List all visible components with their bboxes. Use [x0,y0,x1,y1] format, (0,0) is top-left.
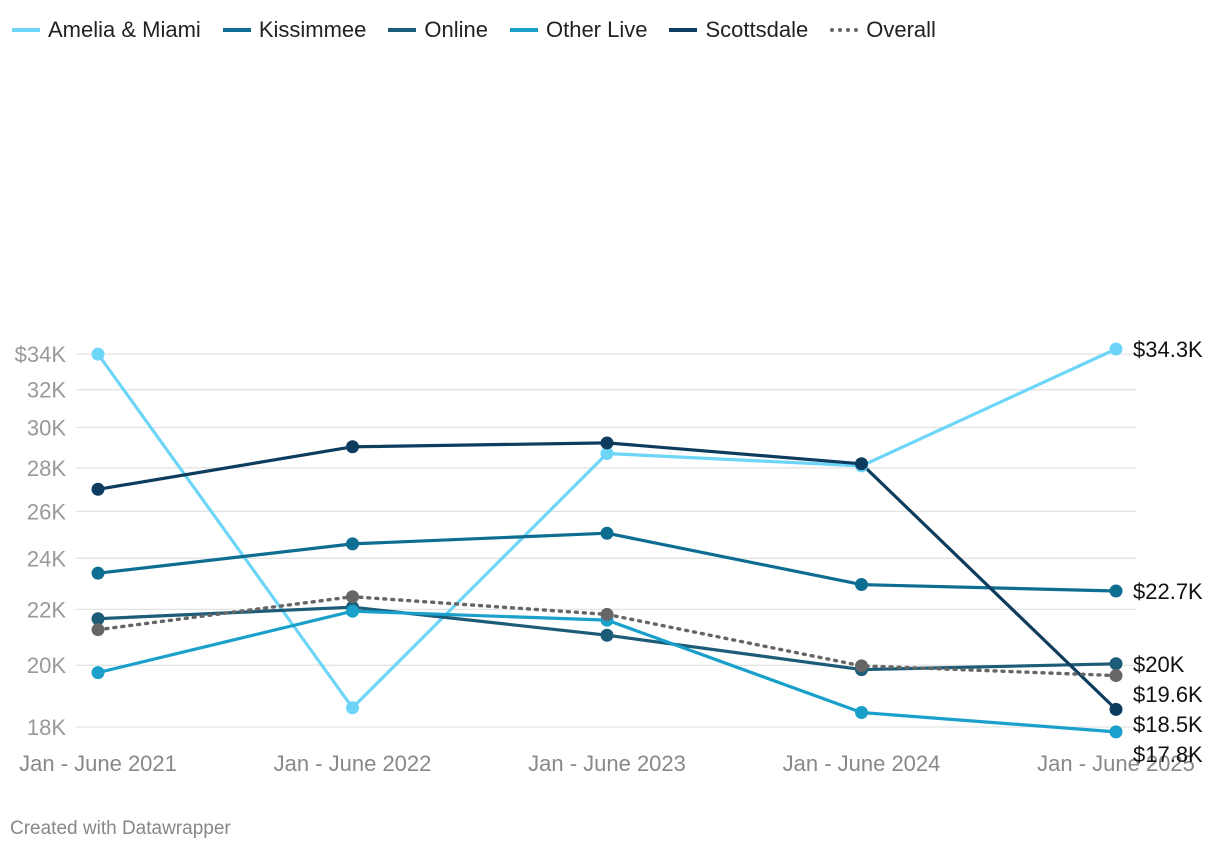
x-tick-label: Jan - June 2023 [528,751,686,776]
data-point-other-live [346,604,359,618]
data-point-other-live [855,706,868,720]
legend-label: Scottsdale [705,17,809,42]
legend-label: Amelia & Miami [48,17,201,42]
x-tick-label: Jan - June 2025 [1037,751,1195,776]
x-axis: Jan - June 2021 Jan - June 2022 Jan - June… [19,751,1195,776]
data-point-amelia-and-miami [91,347,105,361]
y-tick-label: 28K [27,456,66,481]
legend-swatch [669,28,698,32]
data-point-kissimmee [1109,584,1123,598]
legend-item-online: Online [388,17,488,43]
legend-item-scottsdale: Scottsdale [669,17,808,43]
legend-swatch [388,28,417,32]
legend-label: Kissimmee [258,17,367,42]
data-point-scottsdale [855,457,868,471]
data-point-online [91,612,105,626]
end-label-amelia-and-miami: $34.3K [1133,337,1203,362]
legend-item-kissimmee: Kissimmee [222,17,367,43]
footer-credit: Created with Datawrapper [10,818,231,839]
legend-item-overall: Overall [830,17,936,43]
legend-item-other-live: Other Live [509,17,648,43]
data-point-amelia-and-miami [1109,342,1123,356]
data-point-other-live [1109,725,1123,739]
end-label-scottsdale: $18.5K [1133,712,1203,737]
data-point-online [1109,657,1123,671]
x-tick-label: Jan - June 2024 [783,751,941,776]
data-points [91,342,1123,739]
chart-legend: Amelia & Miami Kissimmee Online Other Live S… [12,14,936,46]
data-point-scottsdale [1109,702,1123,716]
y-tick-label: 18K [27,715,66,740]
y-tick-label: 30K [27,416,66,441]
x-tick-label: Jan - June 2022 [274,751,432,776]
data-point-overall [346,590,359,604]
data-point-overall [91,623,105,637]
data-point-scottsdale [600,436,614,450]
legend-swatch [222,28,251,32]
y-tick-label: $34K [15,342,67,367]
legend-label: Overall [866,17,936,42]
data-point-other-live [91,666,105,680]
data-point-amelia-and-miami [346,701,359,715]
y-tick-label: 22K [27,597,66,622]
legend-label: Online [424,17,488,42]
y-axis: 18K 20K 22K 24K 26K 28K 30K 32K $34K [15,342,1136,740]
line-chart: 18K 20K 22K 24K 26K 28K 30K 32K $34K Jan - June 2… [15,337,1203,776]
legend-label: Other Live [545,17,648,42]
legend-item-amelia-and-miami: Amelia & Miami [12,17,201,43]
y-tick-label: 32K [27,378,66,403]
data-point-overall [1109,669,1123,683]
data-point-kissimmee [855,578,868,592]
end-labels: $34.3K $22.7K $20K $19.6K $18.5K $17.8K [1133,337,1203,767]
legend-swatch [509,28,538,32]
y-tick-label: 24K [27,546,66,571]
end-label-other-live: $17.8K [1133,742,1203,767]
legend-swatch [830,28,859,32]
data-point-kissimmee [346,537,359,551]
x-tick-label: Jan - June 2021 [19,751,177,776]
data-point-overall [600,607,614,621]
data-point-scottsdale [346,440,359,454]
end-label-overall: $19.6K [1133,682,1203,707]
end-label-kissimmee: $22.7K [1133,579,1203,604]
data-point-overall [855,659,868,673]
data-point-amelia-and-miami [600,446,614,460]
data-point-kissimmee [600,526,614,540]
data-point-scottsdale [91,482,105,496]
series-lines [96,347,1118,734]
data-point-online [600,628,614,642]
end-label-online: $20K [1133,652,1185,677]
y-tick-label: 26K [27,499,66,524]
legend-swatch [12,28,40,32]
data-point-kissimmee [91,566,105,580]
y-tick-label: 20K [27,653,66,678]
